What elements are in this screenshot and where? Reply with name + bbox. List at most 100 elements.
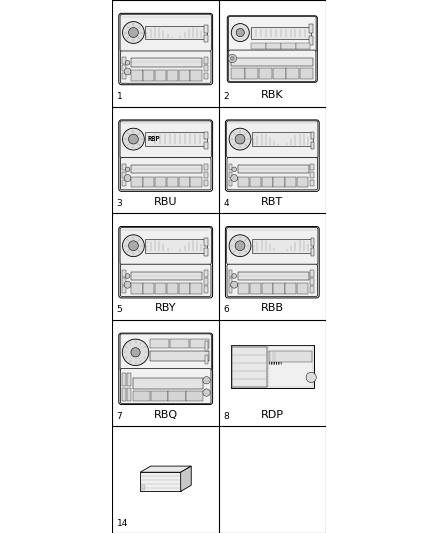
Bar [238,272,308,280]
Circle shape [235,241,245,251]
Circle shape [122,339,149,366]
Bar [266,43,281,50]
Circle shape [124,175,131,182]
Bar [150,339,169,349]
FancyBboxPatch shape [227,264,318,296]
Bar [179,70,190,81]
Bar [204,278,208,285]
Bar [167,176,178,188]
Bar [151,391,168,401]
Bar [190,339,208,349]
Bar [245,68,258,79]
Bar [311,142,314,149]
Bar [205,342,208,351]
Bar [300,68,313,79]
Polygon shape [181,466,191,491]
Bar [285,283,297,294]
FancyBboxPatch shape [227,158,318,190]
Bar [155,70,166,81]
FancyBboxPatch shape [119,333,212,405]
Bar [273,283,285,294]
Bar [204,25,208,33]
Bar [285,176,297,188]
Bar [204,65,208,71]
Bar [131,176,142,188]
Text: RBK: RBK [261,90,284,100]
Bar [311,248,314,256]
Circle shape [232,273,237,278]
Bar [229,172,233,178]
Text: RBB: RBB [261,303,284,313]
FancyBboxPatch shape [120,14,211,51]
Bar [310,164,314,170]
Bar [122,180,126,186]
Bar [133,391,150,401]
Bar [204,57,208,63]
Bar [122,164,126,170]
Bar [310,172,314,178]
FancyBboxPatch shape [229,17,316,52]
FancyBboxPatch shape [120,158,211,190]
Bar [204,238,208,246]
Bar [122,388,127,401]
Bar [232,346,267,387]
Bar [273,176,285,188]
Circle shape [229,235,251,256]
Circle shape [124,68,131,75]
Bar [204,142,208,149]
Bar [204,286,208,293]
Bar [143,176,154,188]
Circle shape [306,372,316,383]
Bar [205,354,208,364]
Circle shape [123,128,145,150]
Bar [204,180,208,186]
Bar [252,132,313,146]
Bar [261,176,273,188]
Text: RBU: RBU [154,197,177,207]
Bar [309,36,313,45]
FancyBboxPatch shape [120,368,211,403]
Bar [167,70,178,81]
Bar [251,27,311,39]
FancyBboxPatch shape [120,51,211,83]
Text: RBP: RBP [148,136,160,142]
Bar [131,165,202,173]
FancyBboxPatch shape [226,227,319,298]
Text: 6: 6 [223,305,229,314]
Bar [170,339,189,349]
Text: 14: 14 [117,519,128,528]
Circle shape [128,28,138,37]
Polygon shape [140,472,181,491]
Text: 2: 2 [223,92,229,101]
Circle shape [203,377,210,384]
FancyBboxPatch shape [229,50,316,82]
FancyBboxPatch shape [119,13,212,85]
FancyBboxPatch shape [227,121,318,158]
Bar [167,283,178,294]
Circle shape [203,389,210,396]
Bar [231,68,245,79]
Bar [261,283,273,294]
Bar [122,286,126,293]
Bar [131,272,202,280]
Bar [229,180,233,186]
Bar [232,346,313,387]
Circle shape [229,128,251,150]
Bar [145,239,207,253]
Bar [231,58,313,67]
Bar [296,43,311,50]
Bar [229,270,233,277]
Circle shape [230,56,234,60]
Bar [191,70,201,81]
Bar [122,73,126,79]
Bar [269,351,312,361]
Bar [297,176,308,188]
Bar [191,176,201,188]
Circle shape [236,29,244,37]
Bar [122,65,126,71]
Bar [168,391,186,401]
Bar [141,484,145,490]
Bar [122,373,127,386]
Bar [204,73,208,79]
Bar [127,388,131,401]
